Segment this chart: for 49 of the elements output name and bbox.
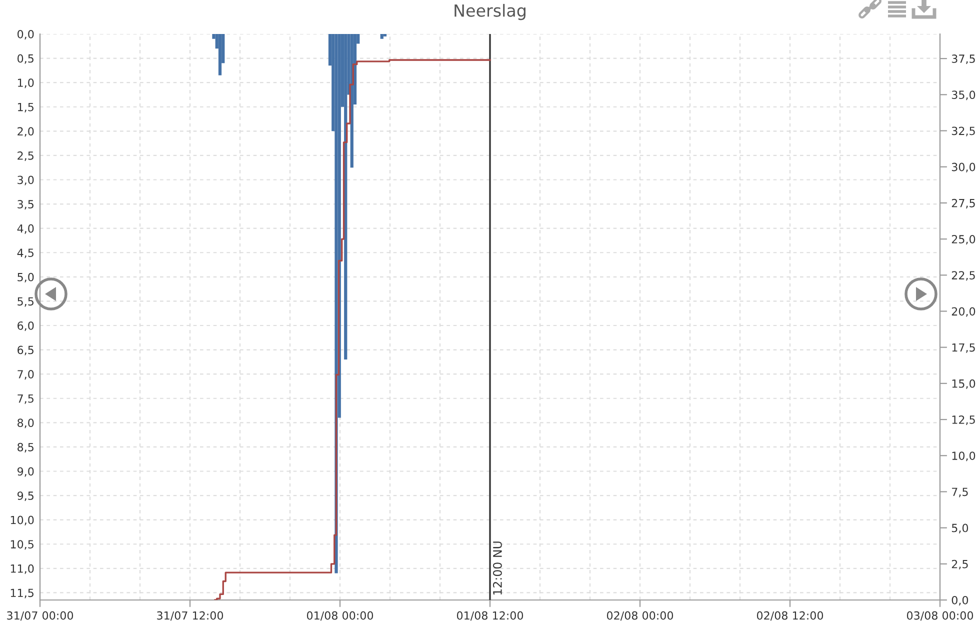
y-tick-label: 10,0: [10, 516, 34, 526]
x-tick-label: 01/08 12:00: [456, 611, 524, 621]
y-tick-label: 9,5: [17, 492, 34, 502]
x-tick-label: 02/08 12:00: [756, 611, 824, 621]
y2-tick-label: 17,5: [952, 343, 975, 353]
y-tick-label: 8,0: [18, 418, 34, 428]
y-tick-label: 7,5: [18, 394, 34, 404]
y-tick-label: 2,5: [18, 151, 34, 161]
y-tick-label: 4,5: [17, 248, 34, 258]
y2-tick-label: 37,5: [952, 54, 975, 64]
y2-tick-label: 35,0: [952, 90, 976, 100]
y2-tick-label: 22,5: [952, 271, 975, 281]
y-tick-label: 1,0: [18, 78, 34, 88]
y-tick-label: 5,5: [18, 297, 34, 307]
y2-tick-label: 30,0: [952, 162, 976, 172]
chart-title: Neerslag: [454, 4, 526, 20]
y2-tick-label: 2,5: [952, 560, 968, 570]
y2-tick-label: 12,5: [952, 415, 975, 426]
y-tick-label: 6,5: [18, 346, 34, 356]
y2-tick-label: 20,0: [952, 307, 976, 317]
y-tick-label: 7,0: [18, 370, 34, 380]
y-tick-label: 0,5: [18, 54, 34, 64]
y-tick-label: 1,5: [18, 102, 34, 112]
x-tick-label: 03/08 00:00: [906, 611, 974, 621]
y-tick-label: 11,5: [10, 588, 34, 598]
y2-tick-label: 5,0: [952, 524, 968, 534]
y-tick-label: 3,5: [18, 200, 34, 210]
y-tick-label: 10,5: [10, 540, 34, 550]
x-tick-label: 02/08 00:00: [606, 611, 674, 621]
y2-tick-label: 32,5: [952, 126, 975, 136]
y-tick-label: 3,0: [18, 176, 34, 186]
y-tick-label: 2,0: [18, 127, 34, 137]
y-tick-label: 4,0: [17, 224, 34, 234]
y-tick-label: 0,0: [18, 30, 34, 40]
ref-line-label: 12:00 NU: [492, 542, 502, 595]
x-tick-label: 31/07 12:00: [157, 611, 224, 621]
y2-tick-label: 0,0: [952, 596, 968, 606]
y-tick-label: 9,0: [17, 467, 34, 477]
x-tick-label: 31/07 00:00: [7, 611, 74, 621]
y2-tick-label: 7,5: [952, 488, 968, 498]
y-tick-label: 8,5: [18, 442, 34, 452]
y2-tick-label: 15,0: [952, 379, 976, 389]
y2-tick-label: 25,0: [952, 235, 976, 245]
y2-tick-label: 10,0: [952, 452, 976, 462]
y2-tick-label: 27,5: [952, 198, 975, 208]
y-tick-label: 11,0: [10, 564, 34, 574]
y-tick-label: 6,0: [18, 321, 34, 332]
y-tick-label: 5,0: [18, 272, 34, 282]
x-tick-label: 01/08 00:00: [306, 611, 374, 621]
